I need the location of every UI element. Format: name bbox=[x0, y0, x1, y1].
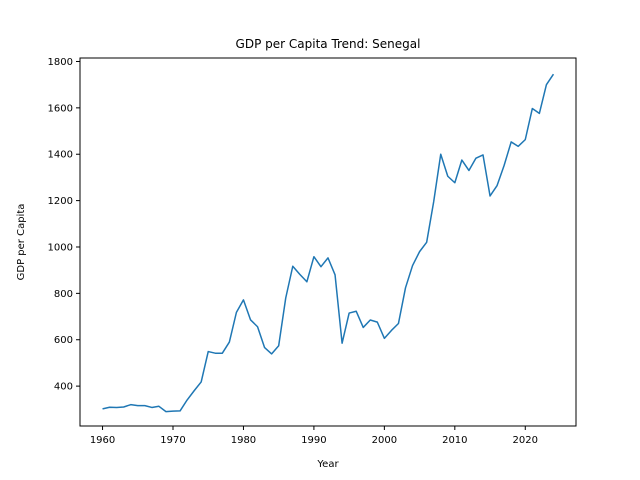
x-tick-label: 2000 bbox=[372, 435, 397, 446]
x-tick-label: 1980 bbox=[231, 435, 256, 446]
y-axis: 400 600 800 1000 1200 1400 1600 1800 bbox=[48, 57, 80, 393]
x-tick-label: 1960 bbox=[90, 435, 115, 446]
chart-title: GDP per Capita Trend: Senegal bbox=[236, 37, 421, 51]
y-tick-label: 1200 bbox=[48, 196, 73, 207]
y-tick-label: 1600 bbox=[48, 103, 73, 114]
y-axis-label: GDP per Capita bbox=[16, 204, 27, 281]
x-tick-label: 2020 bbox=[513, 435, 538, 446]
plot-frame bbox=[79, 57, 577, 427]
series-line-0 bbox=[102, 73, 555, 413]
y-tick-label: 800 bbox=[54, 289, 73, 300]
x-axis-label: Year bbox=[316, 459, 339, 470]
y-tick-label: 400 bbox=[54, 382, 73, 393]
y-tick-label: 1800 bbox=[48, 57, 73, 68]
x-tick-label: 1970 bbox=[160, 435, 185, 446]
x-tick-label: 2010 bbox=[442, 435, 467, 446]
x-axis: 1960 1970 1980 1990 2000 2010 2020 bbox=[90, 426, 538, 446]
x-tick-label: 1990 bbox=[301, 435, 326, 446]
y-tick-label: 1400 bbox=[48, 150, 73, 161]
y-tick-label: 1000 bbox=[48, 242, 73, 253]
y-tick-label: 600 bbox=[54, 335, 73, 346]
